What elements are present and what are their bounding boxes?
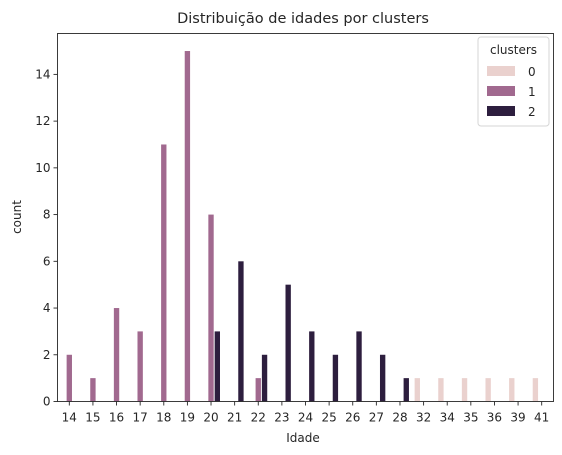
bar-cluster-2-age-26 xyxy=(356,331,362,402)
y-tick-label: 0 xyxy=(43,395,51,409)
x-tick-label: 20 xyxy=(203,411,218,425)
bars-group xyxy=(66,51,539,402)
x-tick-label: 24 xyxy=(298,411,313,425)
y-tick-label: 2 xyxy=(43,348,51,362)
bar-cluster-2-age-23 xyxy=(285,284,291,402)
x-tick-label: 17 xyxy=(133,411,148,425)
y-tick-label: 14 xyxy=(35,67,50,81)
x-tick-label: 28 xyxy=(392,411,407,425)
legend: clusters 0 1 2 xyxy=(477,36,550,127)
x-tick-label: 22 xyxy=(251,411,266,425)
legend-swatch-0 xyxy=(487,66,515,76)
x-tick-label: 18 xyxy=(156,411,171,425)
bar-cluster-2-age-24 xyxy=(309,331,315,402)
y-axis: 0 2 4 6 8 10 12 14 xyxy=(35,67,58,409)
bar-cluster-0-age-39 xyxy=(509,378,515,402)
x-tick-label: 39 xyxy=(510,411,525,425)
legend-label-1: 1 xyxy=(528,85,536,99)
bar-cluster-2-age-20 xyxy=(214,331,220,402)
legend-title: clusters xyxy=(490,43,537,57)
bar-cluster-0-age-35 xyxy=(461,378,468,402)
legend-swatch-2 xyxy=(487,106,515,116)
bar-cluster-2-age-27 xyxy=(379,354,386,402)
x-axis: 14 15 16 17 18 19 20 21 22 23 24 25 26 27 28 32 34 35 36 39… xyxy=(62,401,549,425)
legend-items: 0 1 2 xyxy=(487,65,536,119)
x-tick-label: 26 xyxy=(345,411,360,425)
x-tick-label: 32 xyxy=(416,411,431,425)
y-tick-label: 8 xyxy=(43,208,51,222)
x-tick-label: 14 xyxy=(62,411,77,425)
bar-cluster-1-age-17 xyxy=(137,331,143,402)
bar-cluster-0-age-32 xyxy=(414,378,420,402)
x-tick-label: 21 xyxy=(227,411,242,425)
bar-cluster-1-age-20 xyxy=(208,214,214,402)
y-tick-label: 6 xyxy=(43,254,51,268)
x-tick-label: 25 xyxy=(321,411,336,425)
bar-cluster-2-age-21 xyxy=(238,261,244,402)
x-tick-label: 41 xyxy=(534,411,549,425)
legend-label-2: 2 xyxy=(528,105,536,119)
x-tick-label: 35 xyxy=(463,411,478,425)
x-tick-label: 19 xyxy=(180,411,195,425)
bar-cluster-1-age-15 xyxy=(90,378,96,402)
x-tick-label: 23 xyxy=(274,411,289,425)
bar-cluster-0-age-36 xyxy=(485,378,491,402)
x-tick-label: 15 xyxy=(85,411,100,425)
bar-cluster-1-age-19 xyxy=(184,51,191,402)
chart-title: Distribuição de idades por clusters xyxy=(177,11,429,27)
x-tick-label: 36 xyxy=(487,411,502,425)
legend-box xyxy=(477,36,550,127)
x-tick-label: 27 xyxy=(369,411,384,425)
x-tick-label: 34 xyxy=(440,411,455,425)
bar-cluster-1-age-22 xyxy=(255,378,261,402)
bar-cluster-0-age-41 xyxy=(532,378,539,402)
y-tick-label: 4 xyxy=(43,301,51,315)
bar-cluster-1-age-16 xyxy=(113,308,120,402)
x-axis-label: Idade xyxy=(286,431,320,445)
legend-swatch-1 xyxy=(487,86,515,96)
legend-label-0: 0 xyxy=(528,65,536,79)
bar-cluster-0-age-34 xyxy=(438,378,444,402)
x-tick-label: 16 xyxy=(109,411,124,425)
bar-cluster-1-age-14 xyxy=(66,354,72,402)
y-tick-label: 12 xyxy=(35,114,50,128)
y-tick-label: 10 xyxy=(35,161,50,175)
bar-cluster-2-age-22 xyxy=(261,354,268,402)
bar-cluster-2-age-28 xyxy=(403,378,409,402)
bar-cluster-2-age-25 xyxy=(332,354,339,402)
bar-cluster-1-age-18 xyxy=(161,144,167,402)
y-axis-label: count xyxy=(10,200,24,234)
